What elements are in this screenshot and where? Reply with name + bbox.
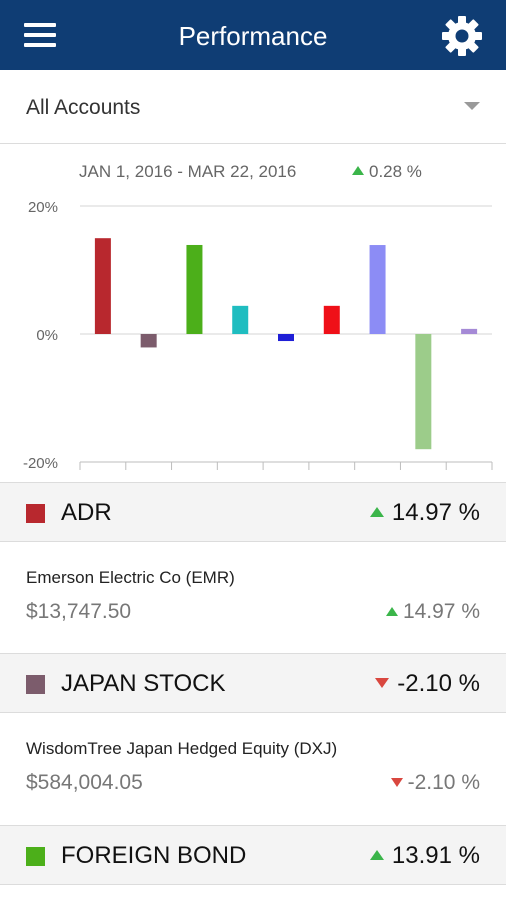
gear-icon[interactable] [440,14,484,58]
chart-bar [415,334,432,450]
chart-bar [278,334,294,342]
y-tick-label: 20% [28,199,58,216]
group-change-value: -2.10 % [397,670,480,697]
up-arrow-icon [385,607,398,616]
chart-bar [94,238,111,334]
chart-bar [461,328,478,334]
group-row-foreign-bond[interactable]: FOREIGN BOND 13.91 % [0,825,506,885]
holding-row-dxj[interactable]: WisdomTree Japan Hedged Equity (DXJ) $58… [0,713,506,825]
group-change: -2.10 % [375,670,480,698]
group-change-value: 13.91 % [391,842,480,869]
holding-row-emr[interactable]: Emerson Electric Co (EMR) $13,747.50 14.… [0,542,506,654]
page-title: Performance [178,21,328,51]
total-change: 0.28 % [352,162,422,182]
holding-change: 14.97 % [385,600,480,624]
y-tick-label: 0% [36,327,58,344]
chevron-down-icon [464,102,480,110]
group-change-value: 14.97 % [391,499,480,526]
chart-bar [186,244,203,334]
menu-icon[interactable] [22,20,58,50]
total-change-value: 0.28 % [369,162,422,181]
holding-value: $13,747.50 [26,600,132,623]
group-name: FOREIGN BOND [61,842,247,869]
chart-bar [232,305,249,334]
holding-change-value: -2.10 % [407,771,480,794]
group-name: JAPAN STOCK [61,670,226,697]
group-change: 13.91 % [369,842,480,870]
holding-change-value: 14.97 % [402,600,480,623]
chart-bar [369,245,386,334]
app-bar: Performance [0,0,506,70]
group-color-swatch [26,675,45,694]
group-row-adr[interactable]: ADR 14.97 % [0,482,506,542]
down-arrow-icon [375,678,390,688]
holding-change: -2.10 % [390,771,480,795]
group-color-swatch [26,504,45,523]
account-selector[interactable]: All Accounts [0,70,506,144]
account-selector-label: All Accounts [26,96,141,119]
chart-bar [323,305,340,334]
performance-chart: 20% 0% -20% [23,199,493,472]
holding-name: Emerson Electric Co (EMR) [26,568,235,587]
holding-value: $584,004.05 [26,771,143,794]
group-name: ADR [61,499,112,526]
chart-bar [140,334,157,348]
up-arrow-icon [369,507,384,517]
date-range: JAN 1, 2016 - MAR 22, 2016 [79,162,297,181]
y-tick-label: -20% [23,455,58,472]
group-change: 14.97 % [369,499,480,527]
down-arrow-icon [390,778,403,787]
holding-name: WisdomTree Japan Hedged Equity (DXJ) [26,739,338,758]
group-row-japan-stock[interactable]: JAPAN STOCK -2.10 % [0,653,506,713]
group-color-swatch [26,847,45,866]
up-arrow-icon [352,166,364,175]
up-arrow-icon [369,850,384,860]
